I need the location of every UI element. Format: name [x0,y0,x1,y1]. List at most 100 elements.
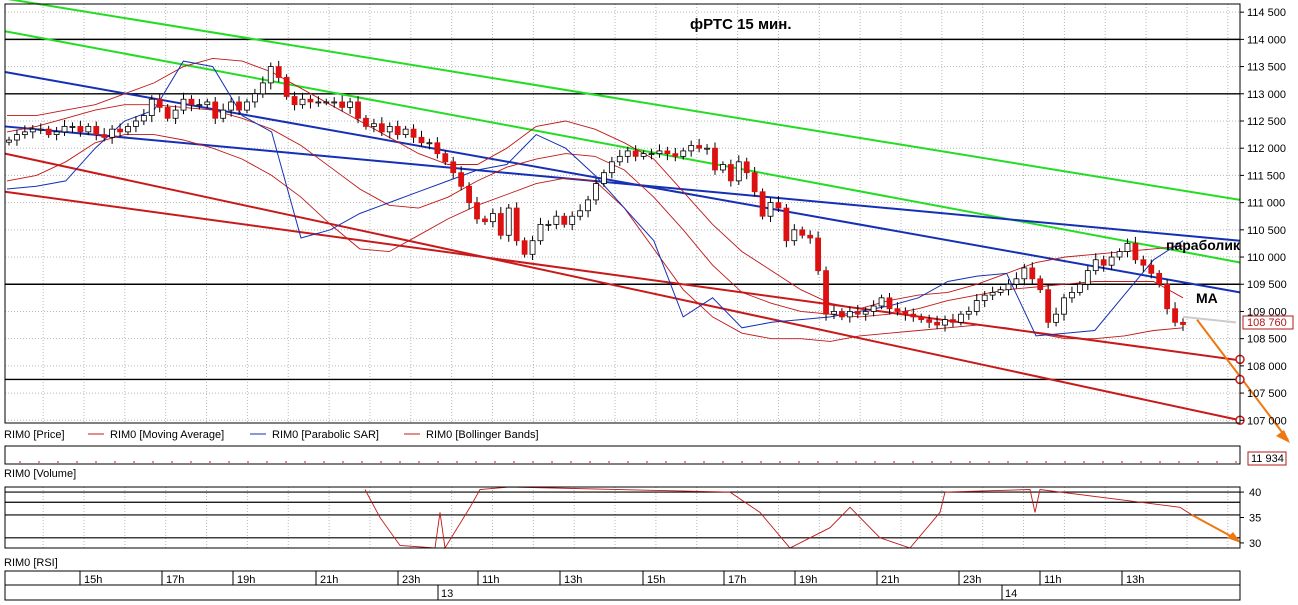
candle-body [196,104,203,107]
candle-body [918,316,925,321]
price-tick-label: 109 000 [1247,306,1287,318]
candle-body [521,240,528,255]
candle-body [545,223,552,226]
price-tick-label: 110 500 [1247,225,1286,237]
price-tick-label: 113 000 [1247,89,1286,101]
last-price-box [1242,315,1294,330]
candle-body [910,313,917,318]
candle-body [434,142,441,155]
bollinger-lower [6,134,1184,342]
candle-body [965,311,972,315]
candle-body [188,98,195,106]
candle-body [957,313,964,323]
price-tick-label: 114 500 [1247,7,1286,19]
candle-body [378,123,385,133]
hour-label: 23h [963,574,981,586]
candle-body [680,150,687,157]
candle-body [1013,278,1020,285]
candle-body [85,126,92,133]
moving-average [6,104,1184,318]
candle-body [767,202,774,217]
candle-body [315,101,322,104]
candle-body [783,207,790,242]
candle-body [69,126,76,128]
candle-body [14,134,20,141]
candle-body [997,289,1004,293]
candle-body [505,207,512,236]
volume-last-box [1247,451,1287,466]
hour-label: 17h [166,574,184,586]
candle-body [386,126,393,133]
candle-body [1140,259,1147,266]
candle-body [458,172,465,187]
candle-body [529,240,536,255]
candle-body [172,109,179,119]
candle-body [1053,313,1059,323]
candle-body [244,101,250,111]
hour-label: 15h [84,574,102,586]
candle-body [815,237,822,272]
candle-body [426,142,433,145]
candle-body [704,147,710,150]
legend-price: RIM0 [Price] [4,429,65,441]
candle-body [1021,267,1028,280]
candle-body [61,126,68,133]
projection-arrows [1182,315,1290,543]
candle-body [1061,297,1067,315]
hour-label: 15h [647,574,665,586]
candle-body [228,101,235,111]
price-tick-label: 110 000 [1247,252,1286,264]
candle-body [823,270,829,315]
price-tick-label: 111 000 [1247,198,1285,210]
candle-body [537,223,544,242]
candle-body [355,101,361,119]
candle-body [291,96,298,106]
candle-body [363,117,369,127]
candle-body [1148,264,1155,274]
volume-panel-frame [4,445,1241,465]
candle-body [489,213,496,223]
hour-label: 13h [1126,574,1144,586]
candle-body [934,321,940,326]
candle-body [593,183,599,201]
candle-body [1132,243,1139,261]
candle-body [37,128,44,131]
candle-body [1092,259,1099,272]
candle-body [275,66,282,78]
channel-line [4,71,1241,294]
channel-line [4,30,1241,264]
candle-body [283,77,290,97]
rsi-projection-arrowhead [1227,532,1241,543]
candle-body [870,305,877,312]
price-legend: RIM0 [Price] RIM0 [Moving Average] RIM0 … [4,429,539,441]
candle-body [608,161,615,174]
price-tick-label: 112 000 [1247,143,1286,155]
hour-label: 23h [402,574,420,586]
ma-extension [1182,315,1237,324]
candle-body [1045,289,1052,323]
candle-body [93,126,100,135]
candle-body [442,153,449,163]
candle-body [942,319,948,326]
hour-label: 11h [1044,574,1062,586]
candle-body [791,229,798,242]
candle-body [672,153,679,157]
date-label: 13 [441,588,453,600]
candle-body [735,161,742,182]
candle-body [156,98,163,108]
candle-body [743,161,750,174]
candle-body [846,311,853,318]
price-tick-label: 114 000 [1247,34,1286,46]
candle-body [751,172,758,193]
chart-title: фРТС 15 мин. [690,16,792,33]
hour-label: 21h [320,574,338,586]
candle-body [497,213,504,236]
rsi-tick-label: 40 [1249,487,1261,499]
candle-body [1076,283,1083,293]
candle-body [775,202,782,209]
candle-body [21,131,28,135]
price-tick-label: 109 500 [1247,279,1287,291]
candle-body [347,101,353,108]
date-axis-frame [4,584,1241,601]
